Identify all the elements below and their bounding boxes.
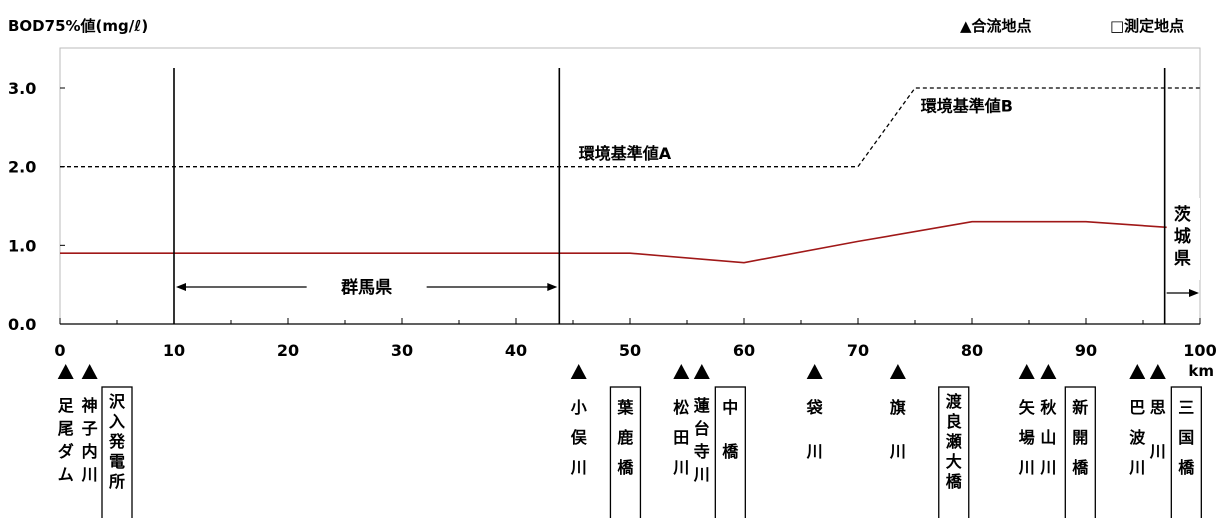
measurement-box (609, 386, 642, 518)
confluence-marker (1149, 364, 1166, 379)
x-axis-unit: km (1188, 362, 1214, 380)
region-arrow-head (1189, 289, 1199, 297)
x-tick-label: 40 (505, 341, 527, 360)
point-label: 渡良瀬大橋 (946, 392, 963, 491)
bod-series-line (60, 220, 1201, 264)
point-label: 巴波川 (1128, 398, 1146, 477)
y-tick-label: 0.0 (8, 315, 36, 334)
point-label: 袋川 (806, 398, 824, 461)
point-label: 葉鹿橋 (616, 398, 634, 477)
confluence-marker (673, 364, 690, 379)
point-label: 旗川 (889, 398, 906, 461)
measurement-box (714, 386, 746, 518)
confluence-marker (81, 364, 98, 379)
region-label-bg (1166, 198, 1200, 280)
point-label: 新開橋 (1072, 398, 1089, 477)
confluence-marker (693, 364, 710, 379)
region-label: 群馬県 (341, 277, 392, 298)
point-label: 松田川 (672, 398, 689, 477)
point-label: 秋山川 (1039, 398, 1057, 477)
point-label: 思川 (1149, 398, 1166, 461)
measurement-box (1064, 386, 1096, 518)
point-label: 蓮台寺川 (693, 396, 710, 484)
region-arrow-head (176, 283, 186, 291)
y-tick-label: 1.0 (8, 236, 36, 255)
x-tick-label: 0 (54, 341, 65, 360)
point-label: 神子内川 (81, 396, 98, 484)
x-tick-label: 60 (733, 341, 755, 360)
confluence-marker (1129, 364, 1146, 379)
point-label: 沢入発電所 (108, 392, 126, 491)
confluence-marker (889, 364, 906, 379)
point-label: 足尾ダム (58, 396, 75, 484)
standard-label: 環境基準値B (921, 97, 1013, 116)
measurement-box (101, 386, 133, 518)
confluence-marker (1040, 364, 1057, 379)
standard-label: 環境基準値A (579, 144, 672, 163)
y-tick-label: 3.0 (8, 79, 36, 98)
y-axis-label: BOD75%値(mg/ℓ) (8, 17, 148, 35)
point-label: 三国橋 (1178, 398, 1195, 477)
x-tick-label: 100 (1183, 341, 1216, 360)
confluence-marker (806, 364, 823, 379)
measurement-box (1170, 386, 1202, 518)
point-label: 矢場川 (1018, 398, 1036, 477)
legend-measurement: □測定地点 (1110, 17, 1184, 35)
x-tick-label: 20 (277, 341, 299, 360)
confluence-marker (57, 364, 74, 379)
x-tick-label: 50 (619, 341, 641, 360)
region-label: 茨城県 (1174, 204, 1191, 269)
x-tick-label: 10 (163, 341, 185, 360)
measurement-box (938, 386, 970, 518)
point-label: 小俣川 (570, 398, 588, 477)
confluence-marker (1018, 364, 1035, 379)
standard-line (857, 87, 1200, 168)
x-tick-label: 90 (1075, 341, 1097, 360)
plot-area (59, 47, 1201, 325)
region-arrow-head (547, 283, 558, 291)
x-tick-label: 80 (961, 341, 983, 360)
y-tick-label: 2.0 (8, 158, 36, 177)
x-tick-label: 30 (391, 341, 413, 360)
x-tick-label: 70 (847, 341, 869, 360)
confluence-marker (570, 364, 587, 379)
point-label: 中橋 (722, 398, 739, 461)
legend-confluence: ▲合流地点 (960, 17, 1032, 35)
legend: ▲合流地点 □測定地点 (960, 17, 1184, 35)
